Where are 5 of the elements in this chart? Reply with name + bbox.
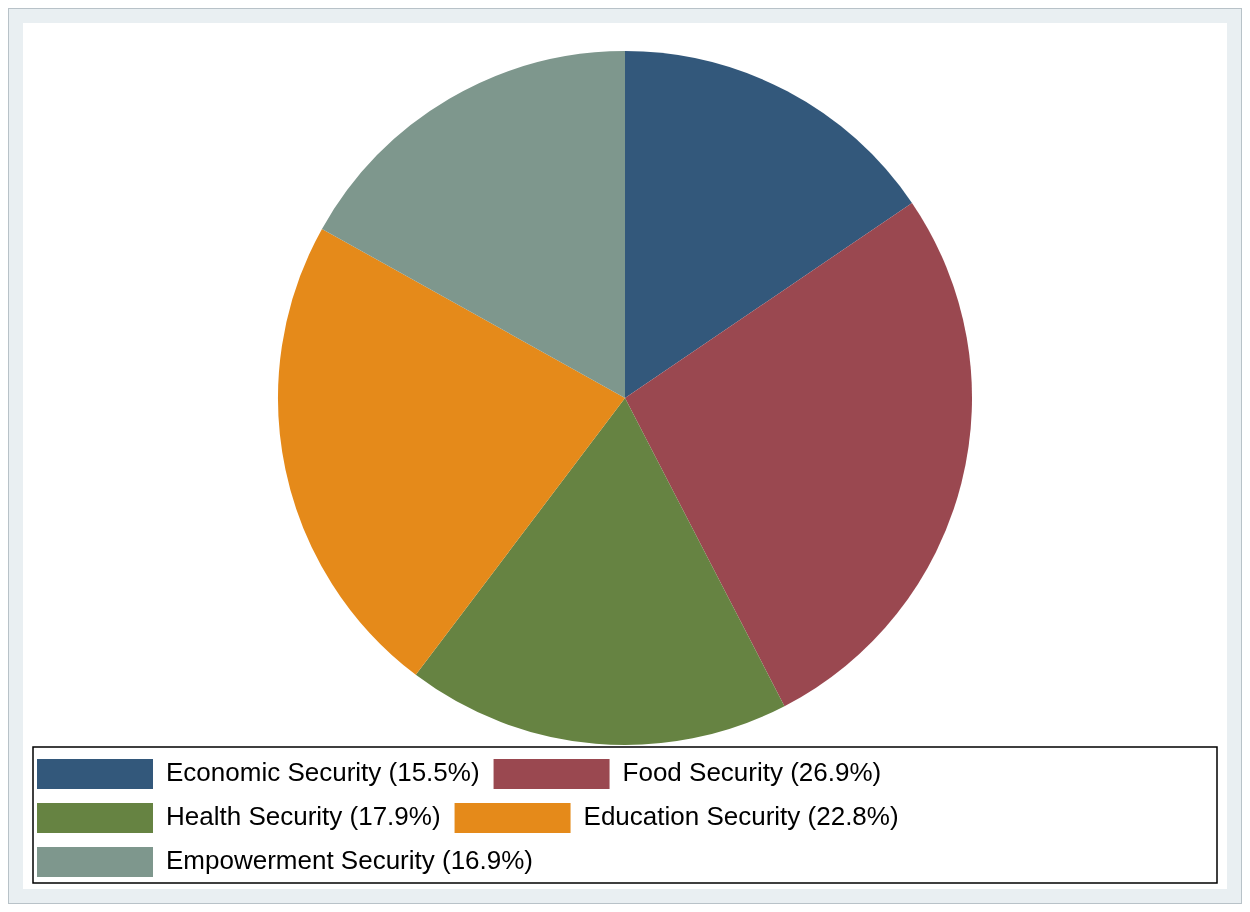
legend-label: Health Security (17.9%) [166, 801, 441, 832]
legend-label: Empowerment Security (16.9%) [166, 845, 534, 876]
legend-label: Food Security (26.9%) [622, 757, 882, 788]
legend-label: Education Security (22.8%) [583, 801, 899, 832]
legend-label: Economic Security (15.5%) [166, 757, 480, 788]
